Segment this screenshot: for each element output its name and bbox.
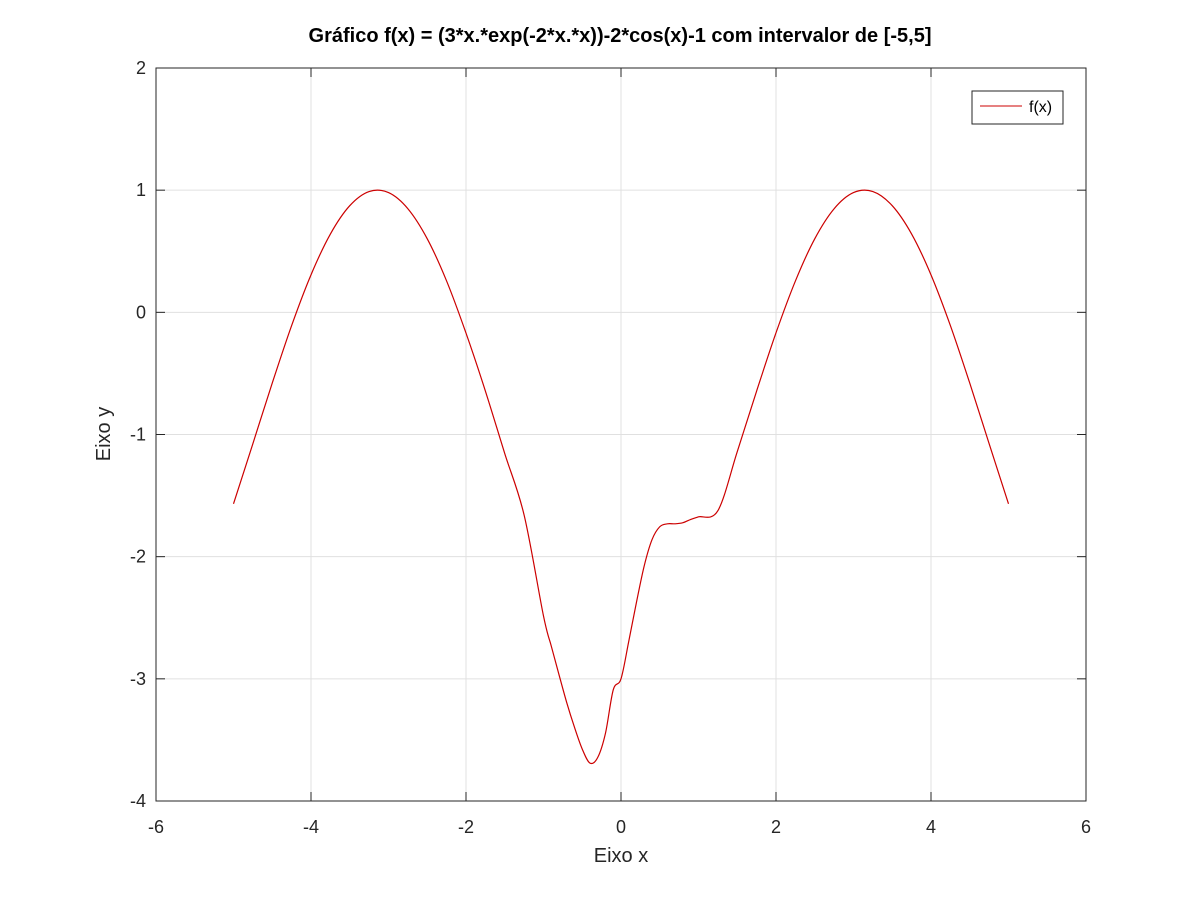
y-tick-label: -4 bbox=[130, 791, 146, 811]
y-tick-label: -1 bbox=[130, 425, 146, 445]
y-tick-label: -2 bbox=[130, 547, 146, 567]
x-tick-label: 2 bbox=[771, 817, 781, 837]
y-tick-label: -3 bbox=[130, 669, 146, 689]
x-tick-label: 4 bbox=[926, 817, 936, 837]
grid-lines bbox=[156, 68, 1086, 801]
x-tick-label: 6 bbox=[1081, 817, 1091, 837]
y-axis-label: Eixo y bbox=[93, 407, 115, 461]
chart-title: Gráfico f(x) = (3*x.*exp(-2*x.*x))-2*cos… bbox=[309, 25, 932, 47]
legend-box bbox=[971, 90, 1064, 125]
series-line-fx bbox=[232, 189, 1010, 765]
x-tick-label: -6 bbox=[148, 817, 164, 837]
series-lines bbox=[232, 189, 1010, 765]
legend-label: f(x) bbox=[1029, 99, 1052, 116]
x-tick-label: -2 bbox=[458, 817, 474, 837]
y-tick-label: 2 bbox=[136, 58, 146, 78]
x-tick-label: -4 bbox=[303, 817, 319, 837]
y-tick-label: 0 bbox=[136, 302, 146, 322]
legend: f(x) bbox=[971, 90, 1064, 125]
tick-marks bbox=[155, 67, 1087, 802]
x-axis-label: Eixo x bbox=[594, 845, 648, 867]
y-tick-label: 1 bbox=[136, 180, 146, 200]
x-tick-labels: -6 -4 -2 0 2 4 6 bbox=[148, 817, 1091, 837]
y-tick-labels: -4 -3 -2 -1 0 1 2 bbox=[130, 58, 146, 811]
x-tick-label: 0 bbox=[616, 817, 626, 837]
